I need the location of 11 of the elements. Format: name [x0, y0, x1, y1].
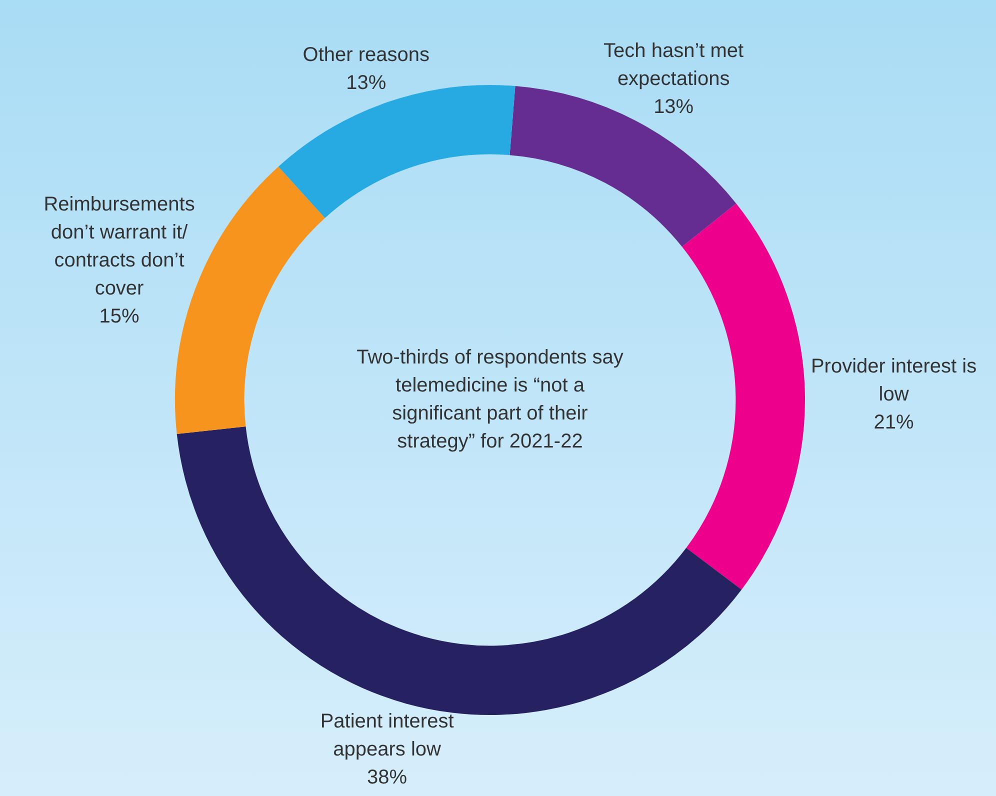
data-label: 15%: [99, 306, 140, 328]
slice-label: Other reasons: [302, 44, 430, 66]
slice-label: Tech hasn’t met expectations: [604, 40, 744, 90]
slice-label: Patient interest appears low: [320, 710, 454, 760]
slice-label: Provider interest is low: [810, 355, 977, 406]
data-label: 38%: [367, 766, 408, 788]
slice-label: Reimbursements don’t warrant it/ contracts don’t cover: [44, 194, 195, 300]
data-label: 21%: [874, 411, 914, 434]
data-label: 13%: [346, 72, 386, 94]
data-label: 13%: [654, 96, 694, 118]
text: Two-thirds of respondents say telemedicine is “not a significant part of their strategy” for 2021-22: [356, 346, 624, 453]
